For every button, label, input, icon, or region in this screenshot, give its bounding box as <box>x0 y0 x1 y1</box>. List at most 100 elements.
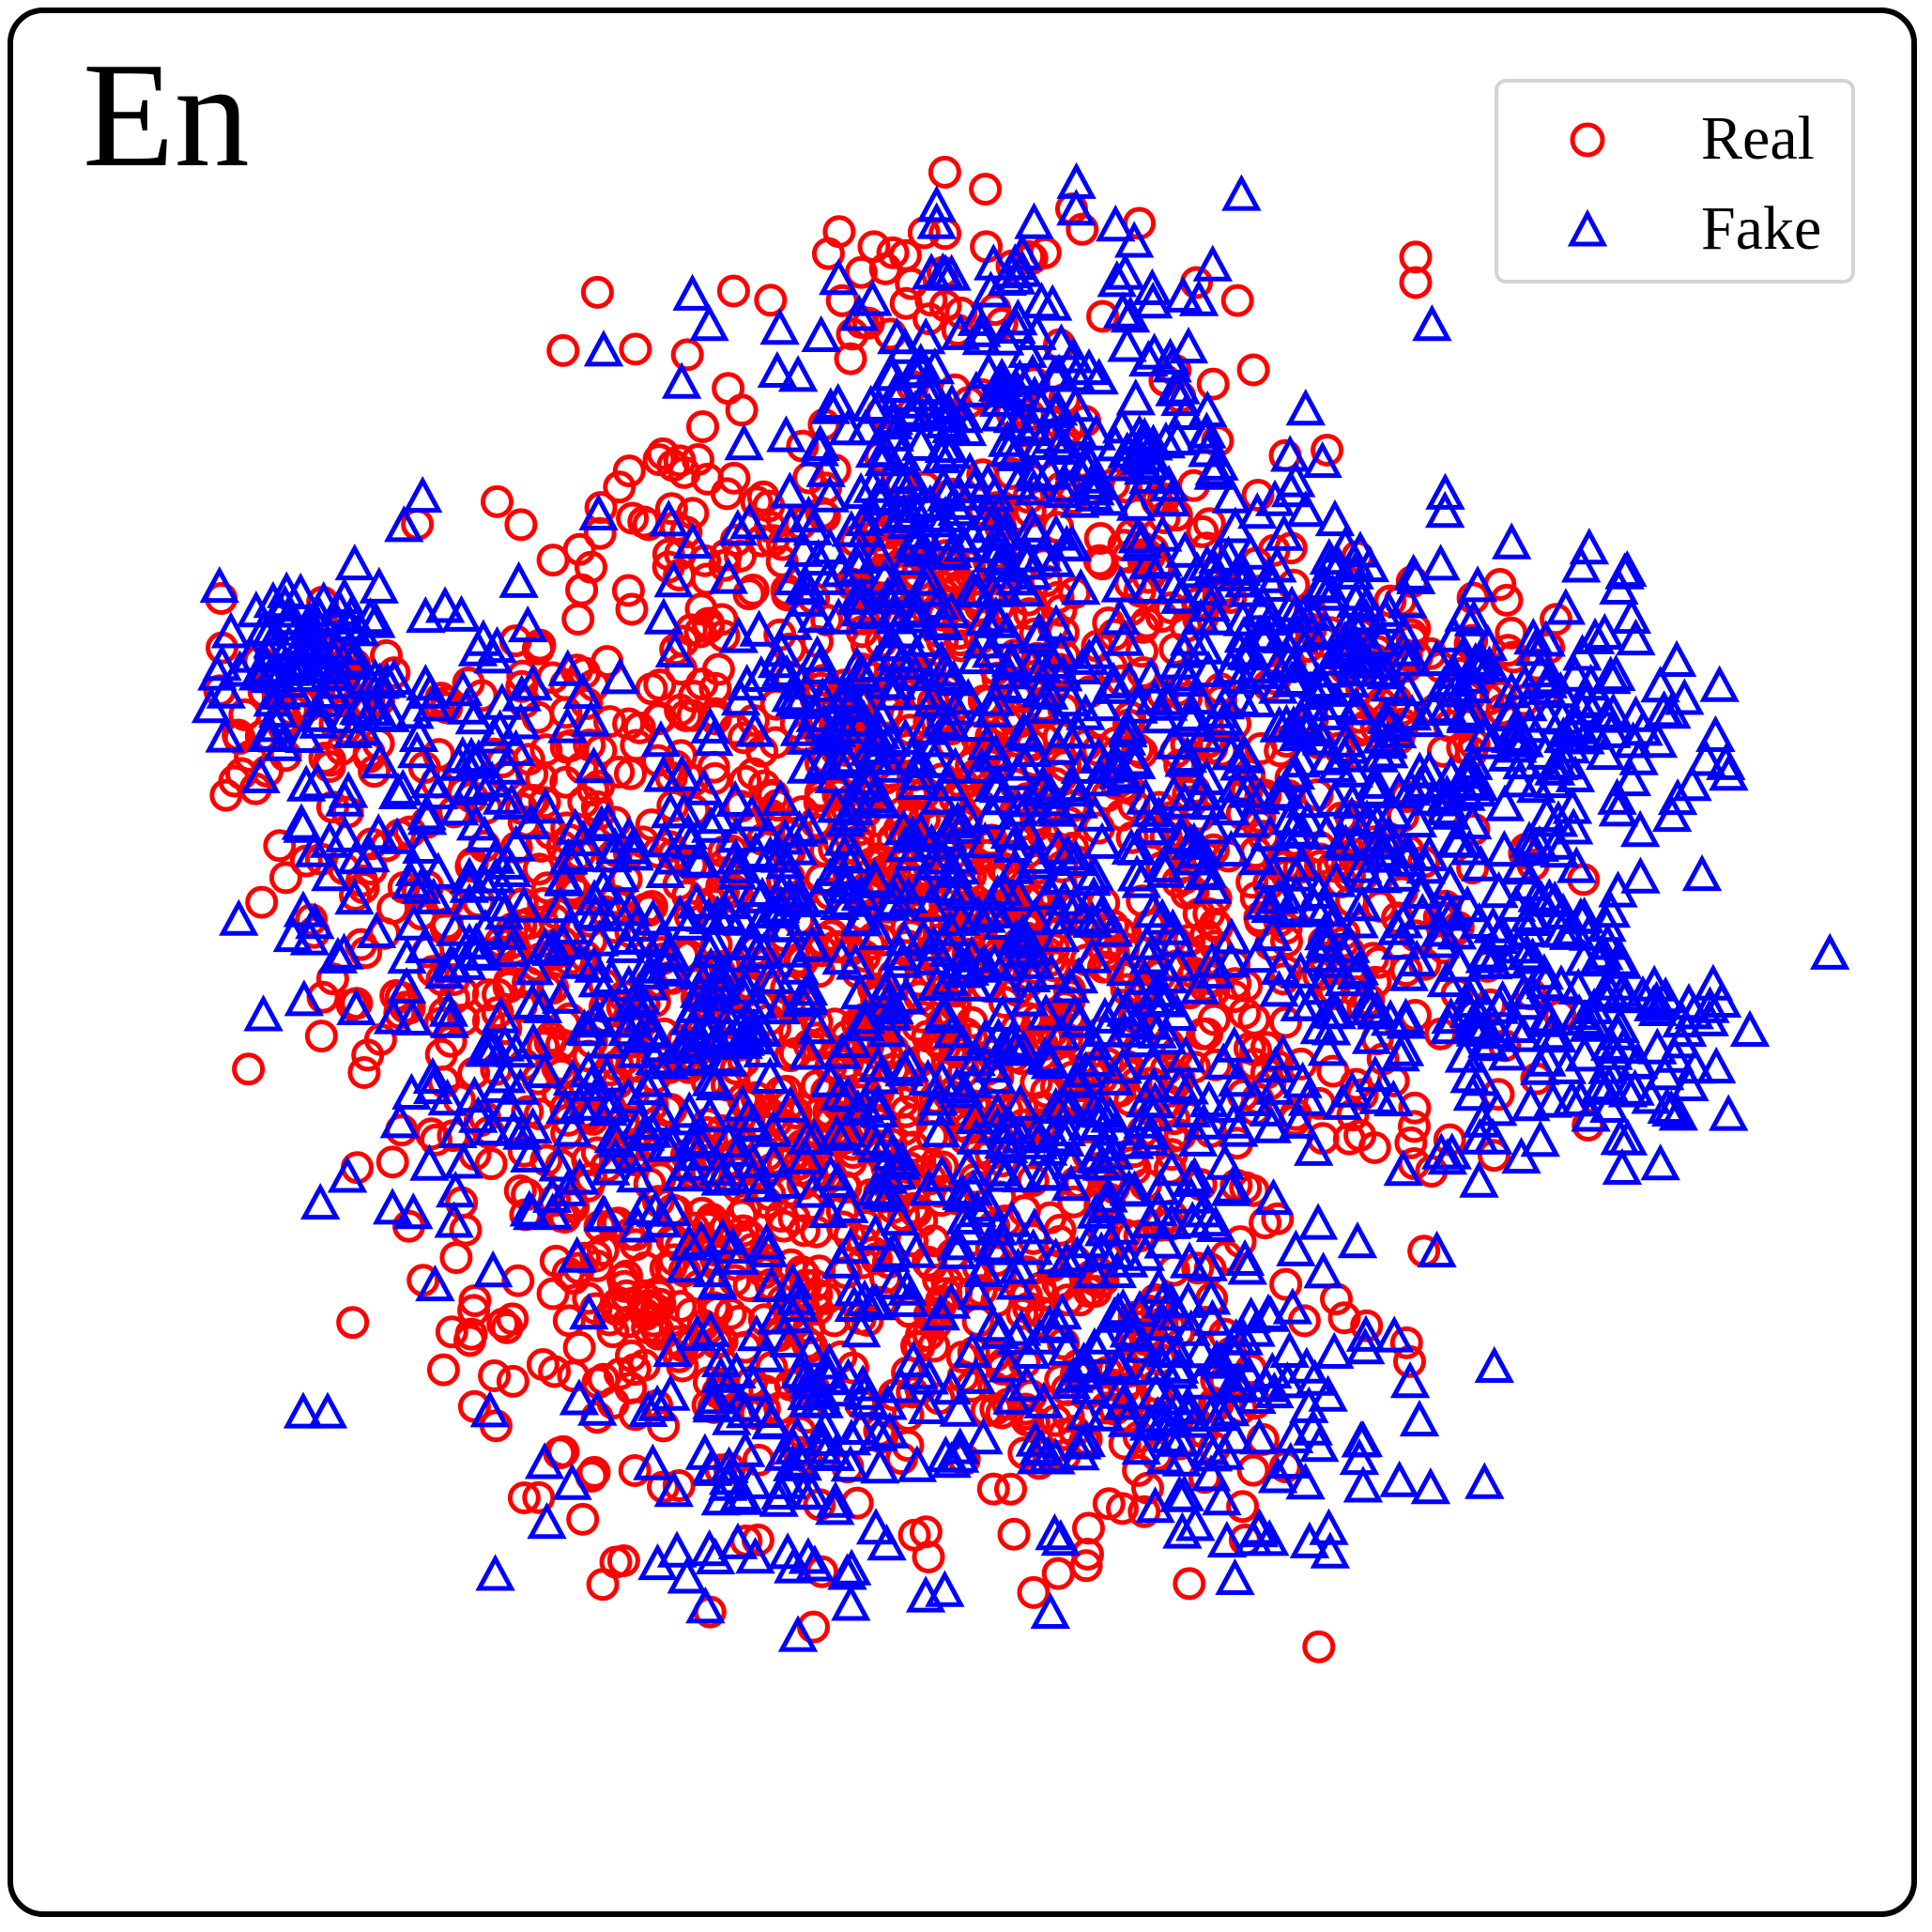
fake-point <box>491 782 532 820</box>
fake-point <box>574 746 614 784</box>
real-point <box>1066 212 1099 246</box>
fake-point <box>569 1293 609 1330</box>
fake-point <box>937 489 977 527</box>
fake-point <box>1015 1419 1055 1457</box>
fake-point <box>1620 809 1661 848</box>
fake-point <box>815 1488 855 1526</box>
fake-point <box>600 657 640 695</box>
fake-point <box>1097 986 1138 1023</box>
fake-point <box>1484 784 1526 821</box>
fake-point <box>1004 711 1044 748</box>
fake-point <box>836 577 877 615</box>
fake-point <box>1170 619 1210 656</box>
fake-point <box>547 706 588 744</box>
fake-point <box>1425 472 1465 510</box>
fake-point <box>1286 1346 1327 1384</box>
fake-point <box>1597 777 1637 815</box>
fake-point <box>678 1118 719 1156</box>
fake-point <box>1035 514 1077 551</box>
fake-point <box>1055 355 1096 392</box>
fake-point <box>1449 828 1490 866</box>
fake-point <box>1492 522 1532 560</box>
fake-point <box>578 493 619 530</box>
fake-point <box>698 895 738 932</box>
fake-point <box>1508 910 1548 947</box>
fake-point <box>1487 1034 1528 1071</box>
fake-point <box>937 868 977 906</box>
real-point <box>1241 479 1275 512</box>
fake-point <box>547 1169 588 1206</box>
fake-point <box>1145 421 1187 459</box>
fake-point <box>541 976 582 1014</box>
fake-point <box>488 1084 529 1122</box>
fake-point <box>1211 476 1252 514</box>
fake-point <box>514 948 555 986</box>
fake-point <box>1326 823 1366 861</box>
fake-point <box>786 898 826 936</box>
real-point <box>716 274 750 308</box>
fake-point <box>841 1311 882 1348</box>
fake-point <box>815 1434 855 1471</box>
fake-point <box>1262 616 1302 653</box>
fake-point <box>1115 378 1156 416</box>
fake-point <box>333 638 375 676</box>
fake-point <box>908 375 948 412</box>
real-point <box>926 1150 959 1184</box>
fake-point <box>1237 492 1278 529</box>
fake-point <box>1392 639 1433 677</box>
fake-point <box>317 936 359 974</box>
fake-point <box>827 1553 867 1590</box>
fake-point <box>956 370 997 407</box>
fake-point <box>475 836 515 874</box>
fake-point <box>939 1389 979 1427</box>
fake-point <box>922 1060 962 1097</box>
fake-point <box>477 625 517 664</box>
fake-point <box>1341 1420 1381 1458</box>
fake-point <box>1452 690 1494 728</box>
fake-point <box>532 1175 573 1213</box>
fake-point <box>866 1524 907 1561</box>
fake-point <box>1316 991 1357 1030</box>
fake-point <box>900 423 942 461</box>
real-point <box>670 338 704 372</box>
real-point <box>1044 593 1078 627</box>
fake-point <box>846 510 887 548</box>
fake-point <box>210 611 252 649</box>
fake-point <box>1325 620 1365 657</box>
fake-point <box>1685 739 1726 776</box>
fake-point <box>1414 688 1454 726</box>
real-point <box>1086 299 1120 333</box>
fake-point <box>1157 920 1198 958</box>
fake-point <box>1512 937 1553 974</box>
fake-point <box>1345 1314 1387 1352</box>
real-point <box>754 284 788 317</box>
fake-point <box>1695 714 1736 752</box>
fake-point <box>1105 253 1145 290</box>
fake-point <box>1188 650 1229 688</box>
fake-point <box>1335 687 1376 725</box>
fake-point <box>719 1385 760 1422</box>
fake-point <box>1129 566 1170 604</box>
fake-point <box>1253 852 1294 890</box>
fake-point <box>1042 1293 1082 1330</box>
real-point <box>504 508 538 542</box>
fake-point <box>1101 406 1142 444</box>
real-point <box>521 632 555 666</box>
fake-point <box>865 662 905 699</box>
fake-point <box>899 672 941 711</box>
fake-point <box>1202 1478 1242 1516</box>
fake-point <box>1106 989 1146 1027</box>
fake-point <box>1050 1087 1091 1125</box>
fake-point <box>968 352 1009 390</box>
fake-point <box>751 1403 791 1440</box>
fake-point <box>1314 779 1355 817</box>
fake-point <box>1532 1081 1573 1118</box>
fake-point <box>503 885 544 923</box>
real-point <box>997 1517 1031 1551</box>
fake-point <box>785 1137 826 1174</box>
real-point <box>834 342 867 376</box>
fake-point <box>1587 1047 1628 1084</box>
fake-point <box>415 1264 455 1302</box>
fake-point <box>817 1113 857 1151</box>
fake-point <box>809 475 851 513</box>
